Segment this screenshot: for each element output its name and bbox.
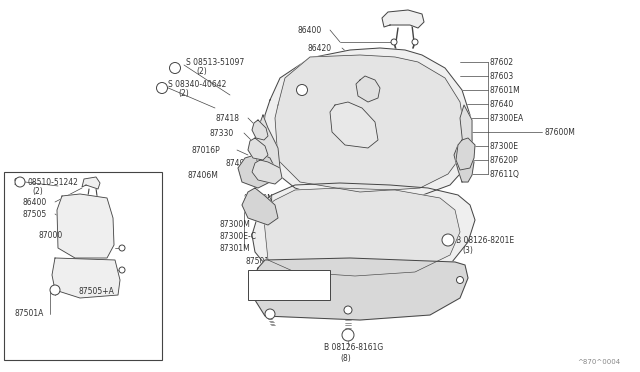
Text: 87330: 87330 (210, 128, 234, 138)
Circle shape (15, 177, 25, 187)
Text: 87020: 87020 (413, 263, 437, 273)
Text: 87501A: 87501A (14, 310, 44, 318)
Circle shape (456, 276, 463, 283)
Circle shape (391, 39, 397, 45)
Text: 87300E: 87300E (490, 141, 519, 151)
Text: 87611Q: 87611Q (490, 170, 520, 179)
Circle shape (265, 309, 275, 319)
Text: 87505: 87505 (22, 209, 46, 218)
Bar (248, 270, 330, 300)
Circle shape (119, 267, 125, 273)
Text: (2): (2) (32, 186, 43, 196)
Text: 87601M: 87601M (490, 86, 521, 94)
Text: 87300M: 87300M (220, 219, 251, 228)
Polygon shape (454, 145, 474, 182)
Text: S: S (173, 65, 177, 71)
Text: 87320N: 87320N (244, 193, 274, 202)
Polygon shape (330, 102, 378, 148)
Text: B: B (346, 330, 351, 340)
Polygon shape (460, 105, 472, 155)
Text: B 08126-8201E: B 08126-8201E (456, 235, 514, 244)
Text: 87406M: 87406M (188, 170, 219, 180)
Polygon shape (52, 258, 120, 298)
Text: B 08126-8161G: B 08126-8161G (324, 343, 383, 353)
Text: 87405: 87405 (332, 113, 356, 122)
Circle shape (170, 62, 180, 74)
Text: 87532: 87532 (254, 276, 278, 285)
Bar (4, 172, 162, 360)
Text: 87620P: 87620P (490, 155, 519, 164)
Polygon shape (82, 177, 100, 189)
Text: S: S (13, 177, 18, 186)
Text: 87311Q: 87311Q (244, 205, 274, 215)
Circle shape (50, 285, 60, 295)
Circle shape (157, 83, 168, 93)
Text: 87603: 87603 (490, 71, 515, 80)
Text: 87418: 87418 (215, 113, 239, 122)
Polygon shape (275, 55, 464, 192)
Polygon shape (248, 138, 268, 160)
Circle shape (342, 329, 354, 341)
Polygon shape (356, 76, 380, 102)
Polygon shape (456, 138, 475, 170)
Text: ^870^0004: ^870^0004 (577, 359, 620, 365)
Text: S: S (300, 87, 304, 93)
Polygon shape (57, 194, 114, 258)
Polygon shape (238, 152, 275, 188)
Text: S: S (160, 85, 164, 91)
Polygon shape (252, 258, 468, 320)
Text: S 08513-51097: S 08513-51097 (186, 58, 244, 67)
Text: 87602: 87602 (490, 58, 514, 67)
Text: 87600M: 87600M (545, 128, 576, 137)
Text: B: B (445, 235, 451, 244)
Circle shape (344, 306, 352, 314)
Text: 87016P: 87016P (192, 145, 221, 154)
Text: 86400: 86400 (298, 26, 323, 35)
Text: 87300EA: 87300EA (490, 113, 524, 122)
Text: 87411: 87411 (316, 99, 340, 109)
Text: 87000: 87000 (38, 231, 62, 240)
Circle shape (442, 234, 454, 246)
Text: USA: USA (254, 289, 269, 298)
Text: S 08340-40642: S 08340-40642 (168, 80, 227, 89)
Text: 87301M: 87301M (220, 244, 251, 253)
Polygon shape (252, 160, 282, 184)
Text: 86400: 86400 (22, 198, 46, 206)
Text: 86420: 86420 (308, 44, 332, 52)
Polygon shape (264, 188, 460, 276)
Text: 87505+A: 87505+A (78, 288, 114, 296)
Text: 87501: 87501 (245, 257, 269, 266)
Text: 87300E-C: 87300E-C (220, 231, 257, 241)
Circle shape (119, 245, 125, 251)
Text: (3): (3) (462, 246, 473, 254)
Text: (2): (2) (178, 89, 189, 97)
Polygon shape (262, 48, 472, 200)
Text: (2): (2) (326, 89, 337, 97)
Text: 87502: 87502 (372, 301, 396, 310)
Polygon shape (252, 120, 268, 140)
Polygon shape (382, 10, 424, 28)
Text: (2): (2) (196, 67, 207, 76)
Circle shape (296, 84, 307, 96)
Text: 08510-51242: 08510-51242 (27, 177, 78, 186)
Circle shape (412, 39, 418, 45)
Text: 08540-51642: 08540-51642 (312, 80, 363, 89)
Text: 87401: 87401 (226, 158, 250, 167)
Text: 87640: 87640 (490, 99, 515, 109)
Polygon shape (242, 188, 278, 225)
Polygon shape (254, 115, 280, 175)
Polygon shape (252, 183, 475, 282)
Text: (8): (8) (340, 353, 351, 362)
